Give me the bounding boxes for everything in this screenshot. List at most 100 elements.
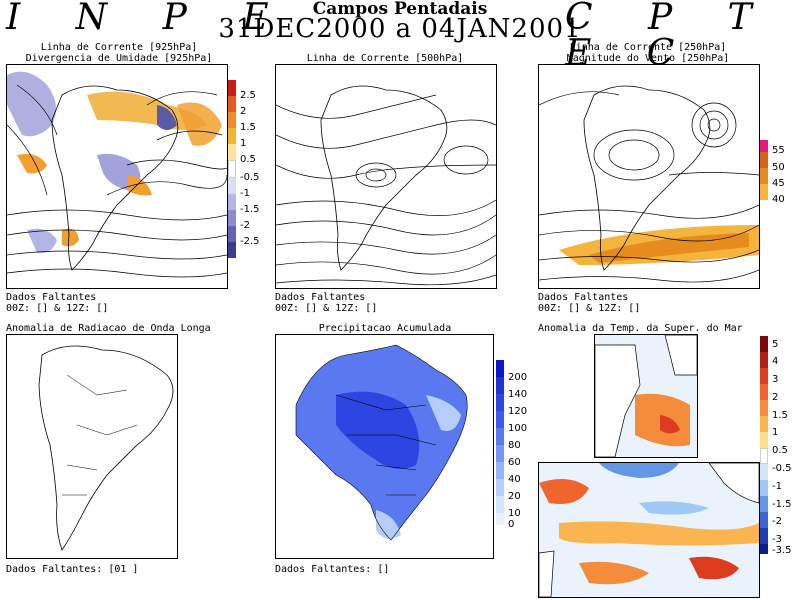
- sst-anomaly-colorbar: 5 4 3 2 1.5 1 0.5 -0.5 -1 -1.5 -2 -3 -3.…: [760, 336, 800, 556]
- colorbar-swatch: [228, 144, 236, 160]
- panel4-title: Anomalia de Radiacao de Onda Longa: [6, 323, 211, 334]
- colorbar-swatch: [228, 210, 236, 226]
- heavy-precipitation-area: [336, 391, 420, 469]
- colorbar-swatch: [228, 128, 236, 144]
- colorbar-swatch: [760, 528, 768, 544]
- panel-streamline-250-wind-magnitude: [538, 64, 760, 289]
- colorbar-label: 55: [772, 145, 785, 156]
- colorbar-swatch: [760, 384, 768, 400]
- panel-accumulated-precipitation: [275, 334, 494, 559]
- divergence-positive-area: [62, 228, 79, 247]
- colorbar-label: 2: [772, 392, 779, 403]
- panel1-title-line1: Linha de Corrente [925hPa]: [40, 42, 198, 53]
- colorbar-label: 20: [508, 491, 521, 502]
- panel-sst-anomaly-pacific: [538, 462, 760, 598]
- panel1-missing-label: Dados Faltantes: [6, 292, 97, 303]
- south-america-outline: [583, 85, 711, 271]
- colorbar-swatch: [760, 152, 768, 168]
- panel3-missing-value: 00Z: [] & 12Z: []: [538, 303, 641, 314]
- colorbar-label: 10: [508, 508, 521, 519]
- panel3-title-line1: Linha de Corrente [250hPa]: [569, 42, 727, 53]
- colorbar-label: 5: [772, 339, 779, 350]
- warm-sst-anomaly: [539, 479, 589, 504]
- colorbar-label: 40: [772, 194, 785, 205]
- colorbar-label: -3: [772, 534, 782, 545]
- colorbar-label: -0.5: [772, 463, 792, 474]
- sst-pacific-map: [539, 463, 759, 597]
- colorbar-label: -3.5: [772, 545, 792, 556]
- inpe-logo-text: I N P E: [6, 0, 291, 38]
- panel-streamline-500: [275, 64, 497, 289]
- colorbar-swatch: [228, 226, 236, 242]
- colorbar-label: -2.5: [240, 236, 260, 247]
- colorbar-swatch: [496, 513, 504, 525]
- colorbar-label: 0: [508, 519, 515, 530]
- colorbar-label: 50: [772, 162, 785, 173]
- divergence-positive-area: [177, 102, 222, 146]
- warm-sst-anomaly: [579, 561, 649, 585]
- panel2-missing-value: 00Z: [] & 12Z: []: [275, 303, 378, 314]
- colorbar-label: 80: [508, 440, 521, 451]
- colorbar-swatch: [760, 416, 768, 432]
- colorbar-swatch: [228, 242, 236, 258]
- colorbar-label: 3: [772, 374, 779, 385]
- main-title: Campos Pentadais: [312, 0, 488, 19]
- colorbar-swatch: [496, 360, 504, 377]
- streamline-250-map: [539, 85, 759, 283]
- wind-magnitude-colorbar: 55 50 45 40: [760, 140, 790, 210]
- colorbar-swatch: [760, 496, 768, 512]
- streamlines: [539, 91, 759, 283]
- colorbar-label: 4: [772, 356, 779, 367]
- colorbar-swatch: [760, 432, 768, 448]
- colorbar-swatch: [760, 140, 768, 152]
- colorbar-label: 100: [508, 423, 528, 434]
- colorbar-swatch: [496, 411, 504, 428]
- colorbar-swatch: [760, 168, 768, 184]
- colorbar-label: -0.5: [240, 172, 260, 183]
- colorbar-label: 1: [240, 138, 247, 149]
- colorbar-label: 1: [772, 427, 779, 438]
- colorbar-swatch: [496, 479, 504, 496]
- humidity-divergence-colorbar: 2.5 2 1.5 1 0.5 -0.5 -1 -1.5 -2 -2.5: [228, 80, 260, 276]
- state-borders: [295, 344, 468, 541]
- colorbar-swatch: [228, 178, 236, 194]
- colorbar-swatch: [496, 394, 504, 411]
- colorbar-swatch: [760, 400, 768, 416]
- colorbar-label: 1.5: [240, 122, 256, 133]
- colorbar-swatch: [496, 377, 504, 394]
- colorbar-swatch: [496, 428, 504, 445]
- south-america-east-coast: [595, 344, 641, 457]
- colorbar-swatch: [228, 194, 236, 210]
- warm-sst-anomaly: [660, 415, 680, 434]
- streamline-925-map: [7, 71, 227, 278]
- colorbar-swatch: [760, 464, 768, 480]
- panel-olr-anomaly: [6, 334, 178, 559]
- panel3-missing-label: Dados Faltantes: [538, 292, 629, 303]
- south-america-outline: [38, 345, 174, 551]
- colorbar-swatch: [496, 496, 504, 513]
- cold-sst-anomaly: [599, 463, 679, 478]
- colorbar-swatch: [228, 96, 236, 112]
- olr-anomaly-map: [38, 345, 174, 551]
- colorbar-label: 40: [508, 474, 521, 485]
- country-borders: [62, 374, 138, 496]
- panel-sst-anomaly-atlantic: [594, 334, 698, 458]
- colorbar-swatch: [760, 368, 768, 384]
- divergence-positive-area: [17, 153, 47, 174]
- colorbar-label: -1.5: [240, 204, 260, 215]
- south-america-outline: [320, 85, 448, 271]
- colorbar-label: -1.5: [772, 499, 792, 510]
- central-america-coast: [708, 463, 759, 504]
- sst-atlantic-map: [595, 335, 697, 457]
- divergence-negative-area: [7, 71, 56, 137]
- colorbar-label: -1: [772, 481, 782, 492]
- panel-streamline-925-humidity-divergence: [6, 64, 228, 289]
- panel3-title-line2: Magnitude do Vento [250hPa]: [566, 53, 730, 64]
- panel6-title: Anomalia da Temp. da Super. do Mar: [538, 323, 743, 334]
- colorbar-swatch: [760, 336, 768, 352]
- colorbar-label: 120: [508, 406, 528, 417]
- colorbar-label: 0.5: [772, 445, 788, 456]
- colorbar-label: -2: [240, 220, 250, 231]
- south-america-outline: [51, 85, 179, 271]
- warm-sst-anomaly: [559, 521, 759, 546]
